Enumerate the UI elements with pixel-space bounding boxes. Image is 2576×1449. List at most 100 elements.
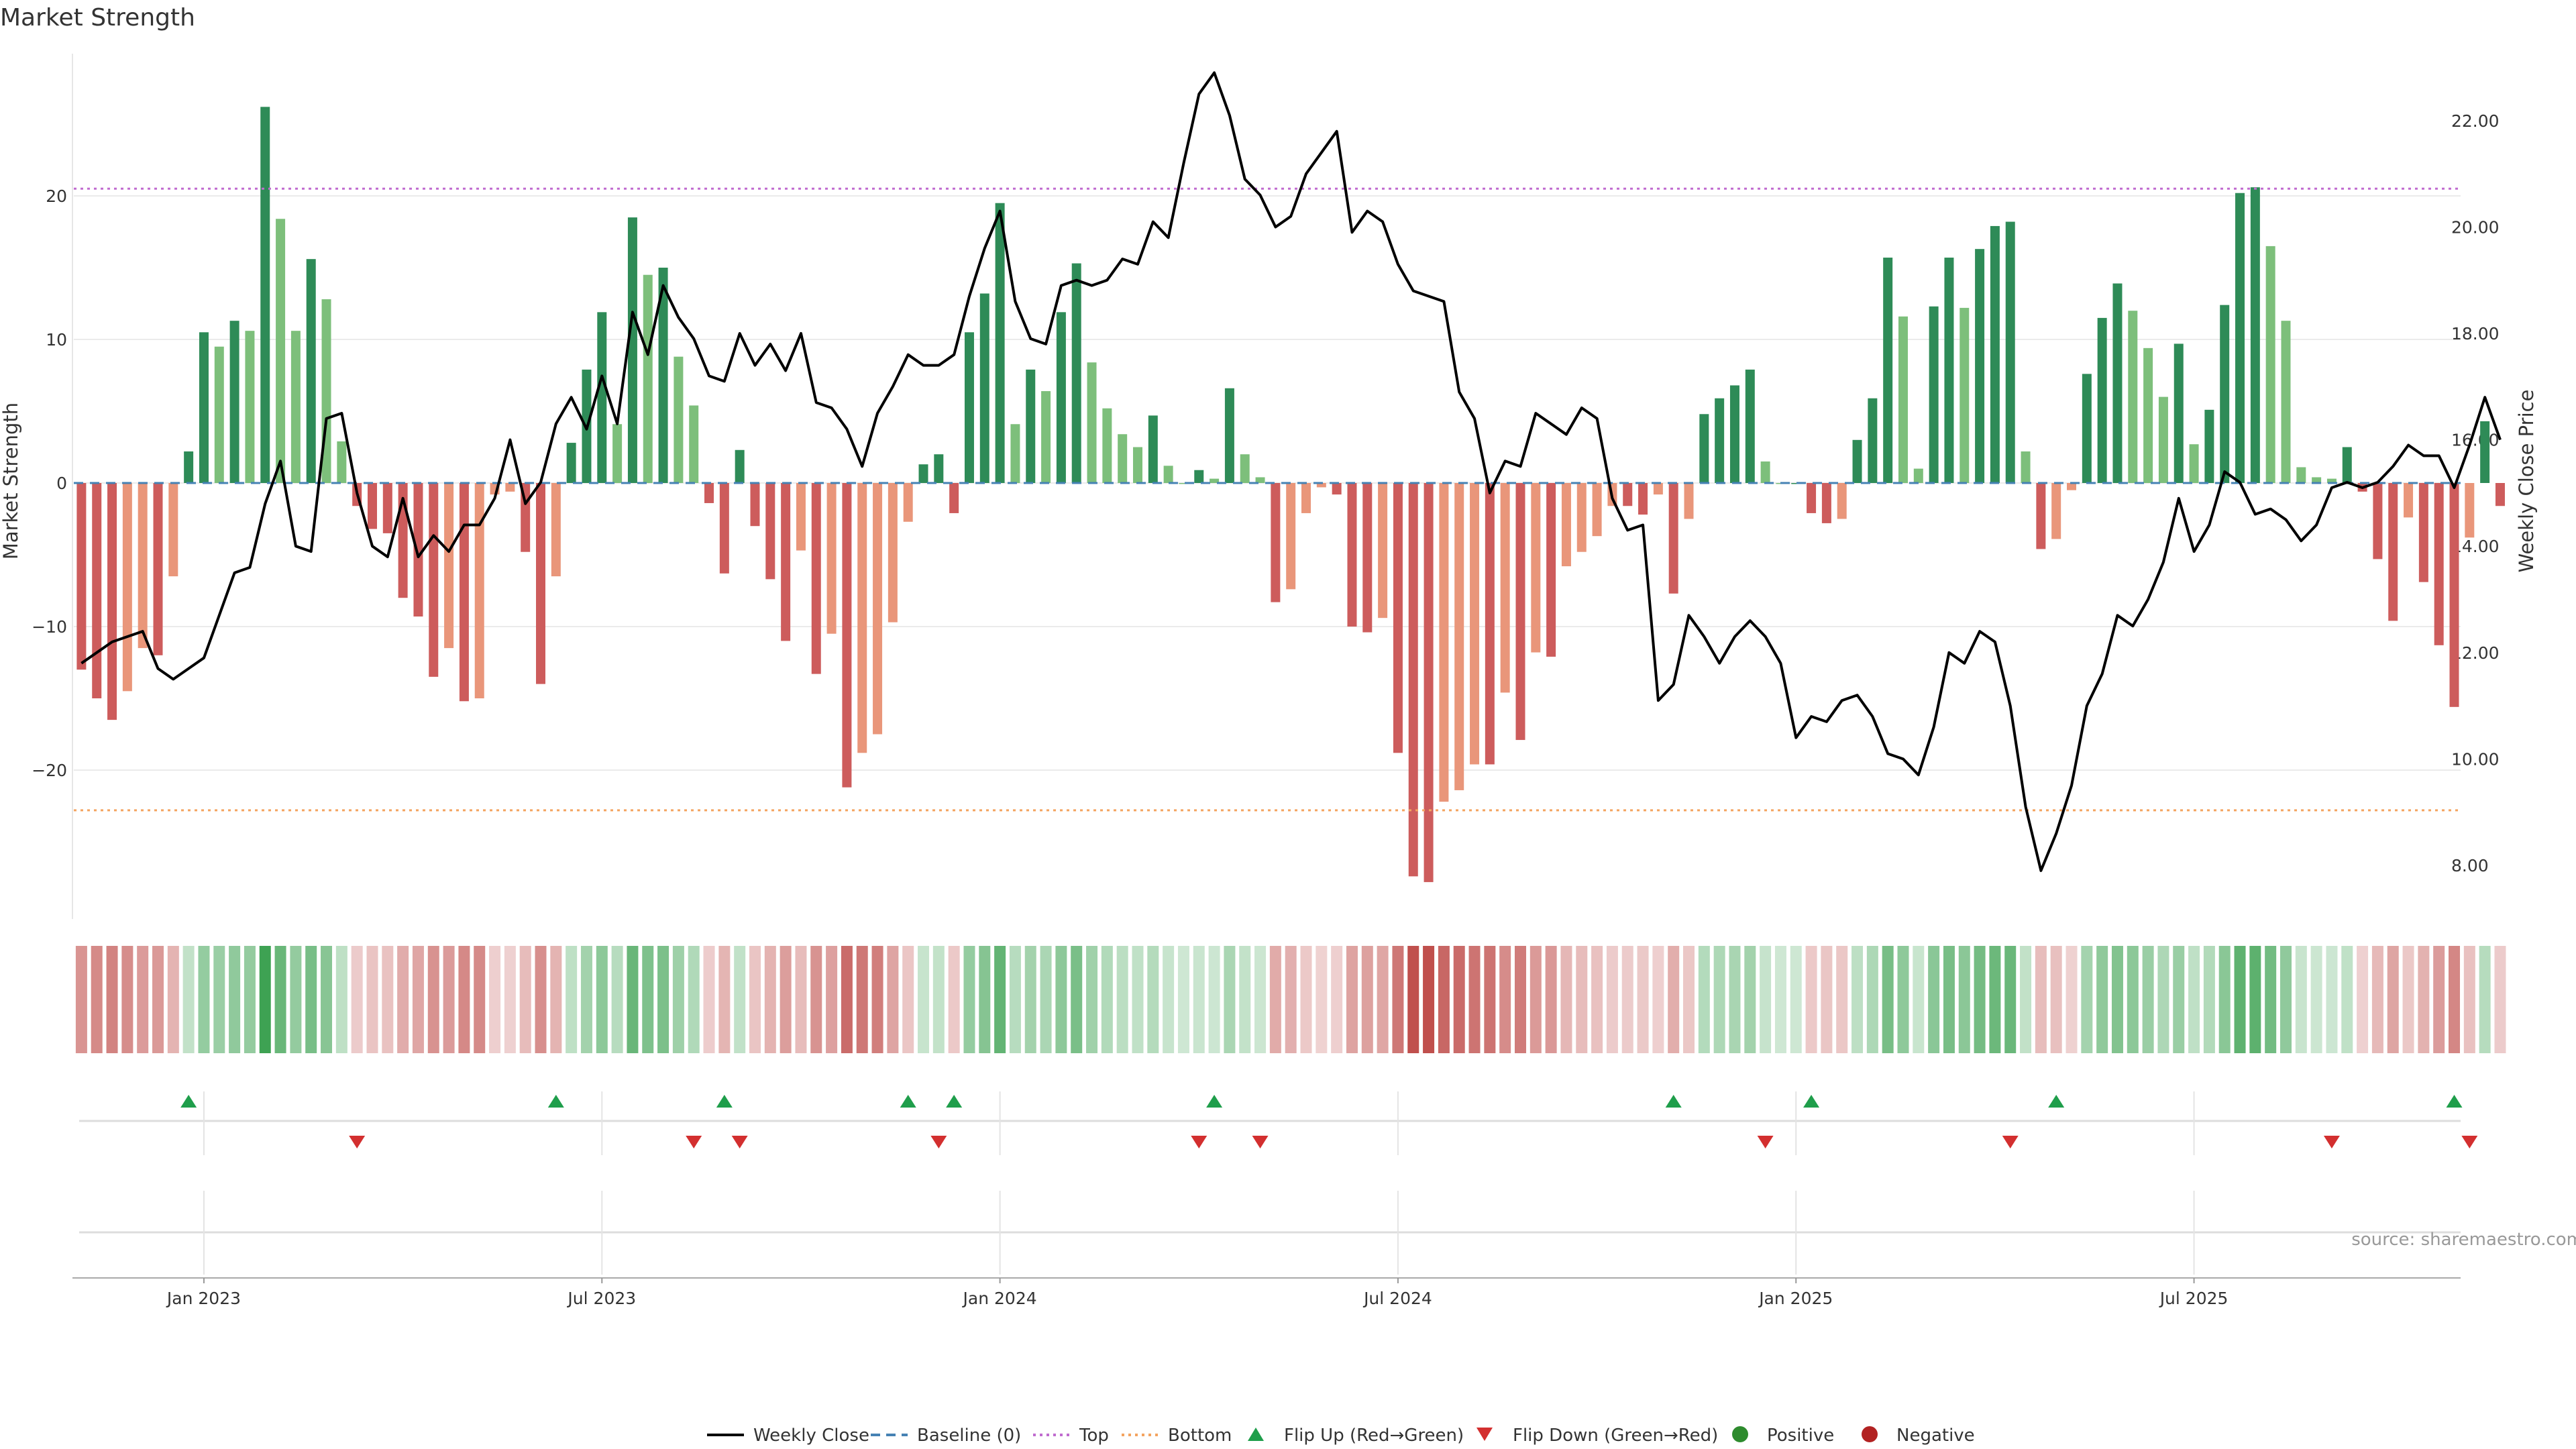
legend-label: Flip Down (Green→Red) [1513,1426,1718,1446]
strength-bar [1699,414,1709,483]
heat-cell [1071,946,1083,1053]
strength-bar [719,483,729,574]
flip-up-marker [716,1095,733,1108]
main-panel: 20 10 0 −10 −20 22.00 20.00 18.00 16.00 14.00 12.… [0,54,2538,919]
strength-bar [2495,483,2505,506]
strength-bar [2312,477,2322,483]
right-axis-ticks: 22.00 20.00 18.00 16.00 14.00 12.00 10.00 8.00 [2451,111,2500,875]
heat-cell [1621,946,1633,1053]
strength-bar [1485,483,1495,765]
heat-cell [1163,946,1175,1053]
strength-bar [1210,478,1220,483]
heat-cell [764,946,776,1053]
heat-cell [1514,946,1526,1053]
heat-cell [1254,946,1267,1053]
heat-cell [596,946,608,1053]
heat-cell [1958,946,1970,1053]
strength-bar [2434,483,2444,645]
strength-bar [1378,483,1388,619]
strength-bar [1026,369,1036,483]
heat-cell [1040,946,1052,1053]
heat-cell [366,946,378,1053]
heat-cell [351,946,363,1053]
heat-cell [550,946,562,1053]
heat-cell [504,946,516,1053]
heat-cell [795,946,807,1053]
strength-bar [597,312,607,483]
heat-cell [1499,946,1511,1053]
strength-bar [1102,408,1112,483]
strength-bar [1729,385,1739,483]
heat-cell [1132,946,1144,1053]
heat-cell [1974,946,1986,1053]
heat-cell [2418,946,2430,1053]
heat-cell [2142,946,2154,1053]
heat-cell [703,946,715,1053]
heat-cell [1790,946,1802,1053]
left-tick-label: −20 [32,761,67,780]
heat-cell [1407,946,1419,1053]
flip-up-marker [1206,1095,1223,1108]
heat-cell [611,946,623,1053]
right-tick-label: 20.00 [2451,217,2500,237]
heat-cell [1116,946,1128,1053]
strength-bar [1454,483,1464,790]
x-tick-label: Jul 2025 [2159,1289,2229,1308]
heat-cell [1361,946,1373,1053]
flip-down-marker [930,1136,947,1148]
heat-cell [1147,946,1159,1053]
strength-bar [704,483,714,503]
legend-label: Weekly Close [753,1426,869,1446]
heat-cell [2494,946,2506,1053]
strength-bar [1347,483,1357,627]
strength-bar [735,449,745,483]
strength-bar [2265,246,2275,483]
strength-bar [1286,483,1296,590]
legend-label: Bottom [1168,1426,1232,1446]
strength-bar [934,454,944,483]
left-tick-label: −10 [32,617,67,637]
strength-bar [1194,470,1204,483]
heat-cell [918,946,930,1053]
heat-cell [182,946,195,1053]
heat-cell [2173,946,2185,1053]
strength-bar [643,274,653,483]
strength-bar [1408,483,1418,877]
heat-cell [458,946,470,1053]
right-tick-label: 8.00 [2451,856,2489,875]
strength-bar [658,268,668,483]
strength-bar [1087,362,1097,483]
heat-cell [856,946,868,1053]
strength-bar [674,356,684,483]
strength-bar [842,483,852,788]
strength-bar [2005,221,2015,483]
heat-cell [1591,946,1603,1053]
left-axis-ticks: 20 10 0 −10 −20 [32,186,67,780]
strength-bar [107,483,117,720]
strength-bar [2235,193,2245,483]
strength-bar [276,219,286,483]
heat-cell [963,946,975,1053]
x-tick-label: Jul 2023 [566,1289,636,1308]
strength-bar [1439,483,1449,802]
heat-cell [1760,946,1772,1053]
flip-down-marker [2323,1136,2340,1148]
heat-cell [2035,946,2047,1053]
strength-bar [888,483,898,623]
heat-cell [1882,946,1894,1053]
flip-down-marker [1191,1136,1208,1148]
strength-bar [2097,317,2107,483]
flip-up-marker [180,1095,197,1108]
strength-bar [1837,483,1847,519]
heat-cell [1086,946,1098,1053]
strength-bar [153,483,163,655]
strength-bar [796,483,806,551]
strength-bar [2342,447,2352,483]
right-tick-label: 22.00 [2451,111,2500,131]
strength-bar [2112,283,2123,483]
heat-cell [810,946,822,1053]
heat-cell [305,946,317,1053]
x-axis-ticks: Jan 2023 Jul 2023 Jan 2024 Jul 2024 Jan 2025… [166,1278,2229,1308]
heat-cell [2463,946,2475,1053]
